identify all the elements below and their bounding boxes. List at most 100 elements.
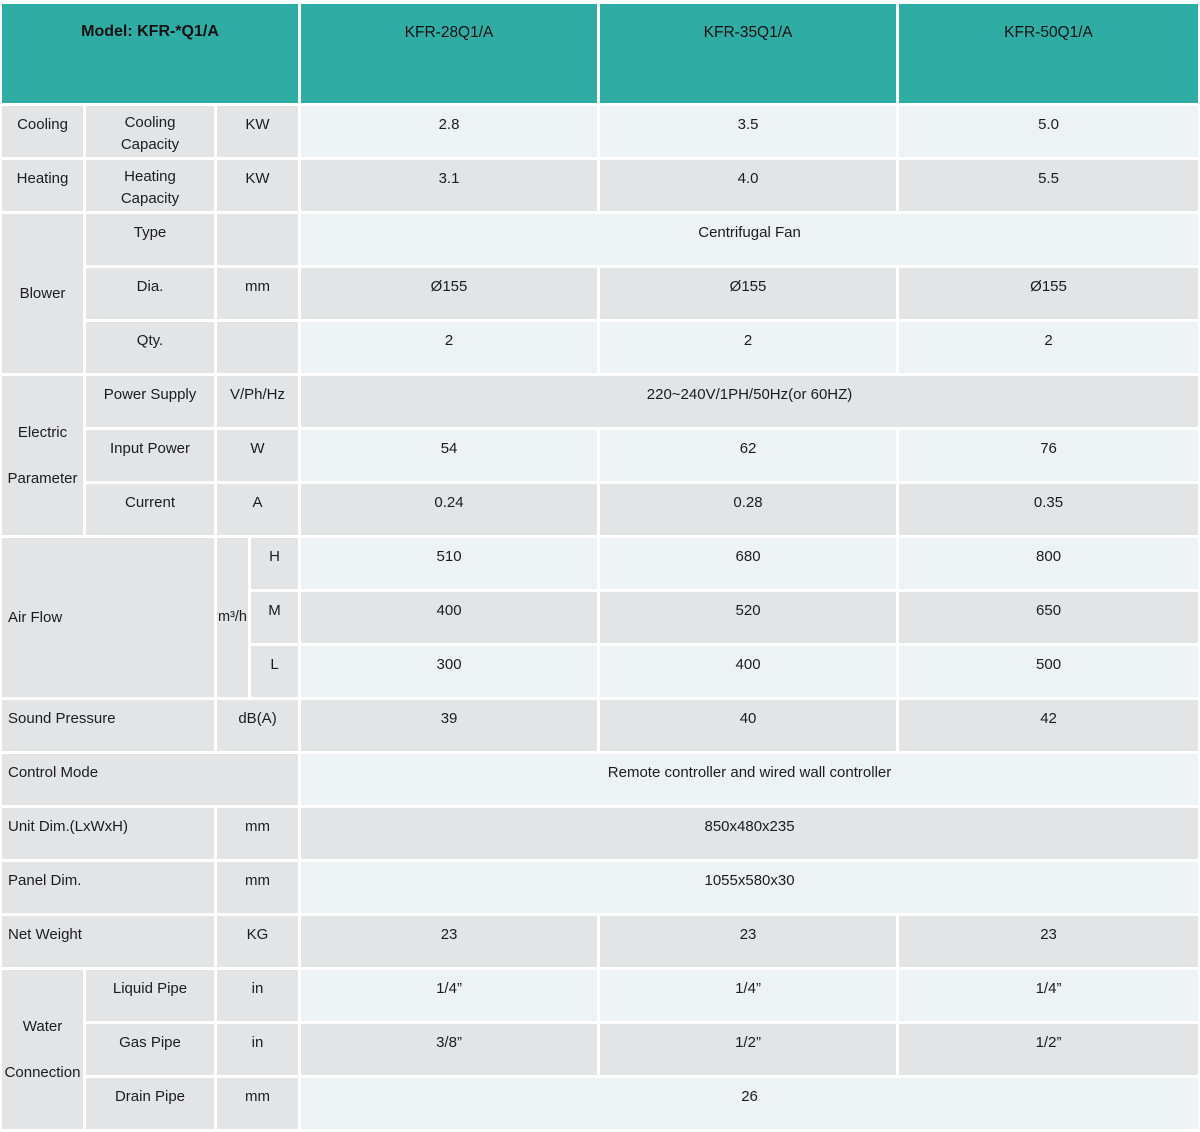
value-cell: 800 (899, 538, 1199, 592)
value-cell: Ø155 (899, 268, 1199, 322)
model-column-kfr35: KFR-35Q1/A (600, 4, 900, 106)
row-label: Gas Pipe (86, 1024, 217, 1078)
table-row-panel-dim: Panel Dim. mm 1055x580x30 (2, 862, 1199, 916)
row-label-l: L (251, 646, 302, 700)
row-label-m: M (251, 592, 302, 646)
value-cell: 1/2” (899, 1024, 1199, 1078)
row-label: Drain Pipe (86, 1078, 217, 1132)
table-row-control-mode: Control Mode Remote controller and wired… (2, 754, 1199, 808)
model-header-cell: Model: KFR-*Q1/A (2, 4, 302, 106)
value-cell: 23 (301, 916, 601, 970)
unit-label: KG (217, 916, 302, 970)
row-label: Dia. (86, 268, 217, 322)
value-cell: 0.35 (899, 484, 1199, 538)
unit-label: in (217, 970, 302, 1024)
spec-table: Model: KFR-*Q1/A KFR-28Q1/A KFR-35Q1/A K… (2, 4, 1199, 1132)
value-cell-span: Remote controller and wired wall control… (301, 754, 1199, 808)
unit-label (217, 214, 302, 268)
unit-label: A (217, 484, 302, 538)
table-row-liquid-pipe: Water Connection Liquid Pipe in 1/4” 1/4… (2, 970, 1199, 1132)
value-cell: 400 (301, 592, 601, 646)
value-cell: 0.24 (301, 484, 601, 538)
group-label-air-flow: Air Flow (2, 538, 217, 700)
group-label-heating: Heating (2, 160, 86, 214)
table-row-blower-qty: Qty. 2 2 2 (2, 322, 1199, 376)
table-row-unit-dim: Unit Dim.(LxWxH) mm 850x480x235 (2, 808, 1199, 862)
value-cell: 2 (600, 322, 900, 376)
value-cell: 23 (899, 916, 1199, 970)
table-row-input-power: Input Power W 54 62 76 (2, 430, 1199, 484)
table-row-current: Current A 0.24 0.28 0.35 (2, 484, 1199, 538)
table-row-airflow-h: Air Flow m³/h H 510 680 800 (2, 538, 1199, 700)
unit-label: mm (217, 1078, 302, 1132)
unit-label: dB(A) (217, 700, 302, 754)
group-label-cooling: Cooling (2, 106, 86, 160)
value-cell-span: 850x480x235 (301, 808, 1199, 862)
value-cell: 1/4” (301, 970, 601, 1024)
value-cell: 1/2” (600, 1024, 900, 1078)
value-cell: 500 (899, 646, 1199, 700)
value-cell: 3.1 (301, 160, 601, 214)
value-cell-span: 1055x580x30 (301, 862, 1199, 916)
value-cell-span: Centrifugal Fan (301, 214, 1199, 268)
value-cell: 1/4” (899, 970, 1199, 1024)
value-cell: 4.0 (600, 160, 900, 214)
value-cell: 400 (600, 646, 900, 700)
row-label: Power Supply (86, 376, 217, 430)
table-row-airflow-m: M 400 520 650 (2, 592, 1199, 646)
table-header-row: Model: KFR-*Q1/A KFR-28Q1/A KFR-35Q1/A K… (2, 4, 1199, 106)
value-cell: 3.5 (600, 106, 900, 160)
table-row-drain-pipe: Drain Pipe mm 26 (2, 1078, 1199, 1132)
value-cell: 2.8 (301, 106, 601, 160)
table-row-cooling: Cooling Cooling Capacity KW 2.8 3.5 5.0 (2, 106, 1199, 160)
value-cell: 680 (600, 538, 900, 592)
value-cell: 40 (600, 700, 900, 754)
value-cell: 0.28 (600, 484, 900, 538)
row-label: Current (86, 484, 217, 538)
group-label-sound-pressure: Sound Pressure (2, 700, 217, 754)
value-cell: 2 (301, 322, 601, 376)
value-cell: 1/4” (600, 970, 900, 1024)
table-row-blower-type: Blower Type Centrifugal Fan (2, 214, 1199, 376)
row-label-h: H (251, 538, 302, 592)
value-cell: 2 (899, 322, 1199, 376)
value-cell: Ø155 (600, 268, 900, 322)
value-cell: 54 (301, 430, 601, 484)
unit-label: W (217, 430, 302, 484)
row-label: Qty. (86, 322, 217, 376)
row-label: Type (86, 214, 217, 268)
unit-label: in (217, 1024, 302, 1078)
table-row-sound-pressure: Sound Pressure dB(A) 39 40 42 (2, 700, 1199, 754)
group-label-blower: Blower (2, 214, 86, 376)
value-cell: 520 (600, 592, 900, 646)
table-row-airflow-l: L 300 400 500 (2, 646, 1199, 700)
row-label: Heating Capacity (86, 160, 217, 214)
value-cell: 510 (301, 538, 601, 592)
group-label-panel-dim: Panel Dim. (2, 862, 217, 916)
row-label: Input Power (86, 430, 217, 484)
unit-label: mm (217, 268, 302, 322)
table-row-heating: Heating Heating Capacity KW 3.1 4.0 5.5 (2, 160, 1199, 214)
table-row-blower-dia: Dia. mm Ø155 Ø155 Ø155 (2, 268, 1199, 322)
value-cell: 76 (899, 430, 1199, 484)
model-column-kfr50: KFR-50Q1/A (899, 4, 1199, 106)
value-cell: 39 (301, 700, 601, 754)
model-column-kfr28: KFR-28Q1/A (301, 4, 601, 106)
value-cell: 23 (600, 916, 900, 970)
value-cell: 300 (301, 646, 601, 700)
unit-label: mm (217, 808, 302, 862)
unit-label-m3h: m³/h (217, 538, 251, 700)
value-cell: 42 (899, 700, 1199, 754)
unit-label: mm (217, 862, 302, 916)
value-cell-span: 220~240V/1PH/50Hz(or 60HZ) (301, 376, 1199, 430)
group-label-unit-dim: Unit Dim.(LxWxH) (2, 808, 217, 862)
table-row-net-weight: Net Weight KG 23 23 23 (2, 916, 1199, 970)
value-cell: Ø155 (301, 268, 601, 322)
unit-label: KW (217, 106, 302, 160)
table-row-power-supply: Electric Parameter Power Supply V/Ph/Hz … (2, 376, 1199, 538)
value-cell: 3/8” (301, 1024, 601, 1078)
unit-label: KW (217, 160, 302, 214)
value-cell: 5.5 (899, 160, 1199, 214)
table-row-gas-pipe: Gas Pipe in 3/8” 1/2” 1/2” (2, 1024, 1199, 1078)
group-label-electric-parameter: Electric Parameter (2, 376, 86, 538)
